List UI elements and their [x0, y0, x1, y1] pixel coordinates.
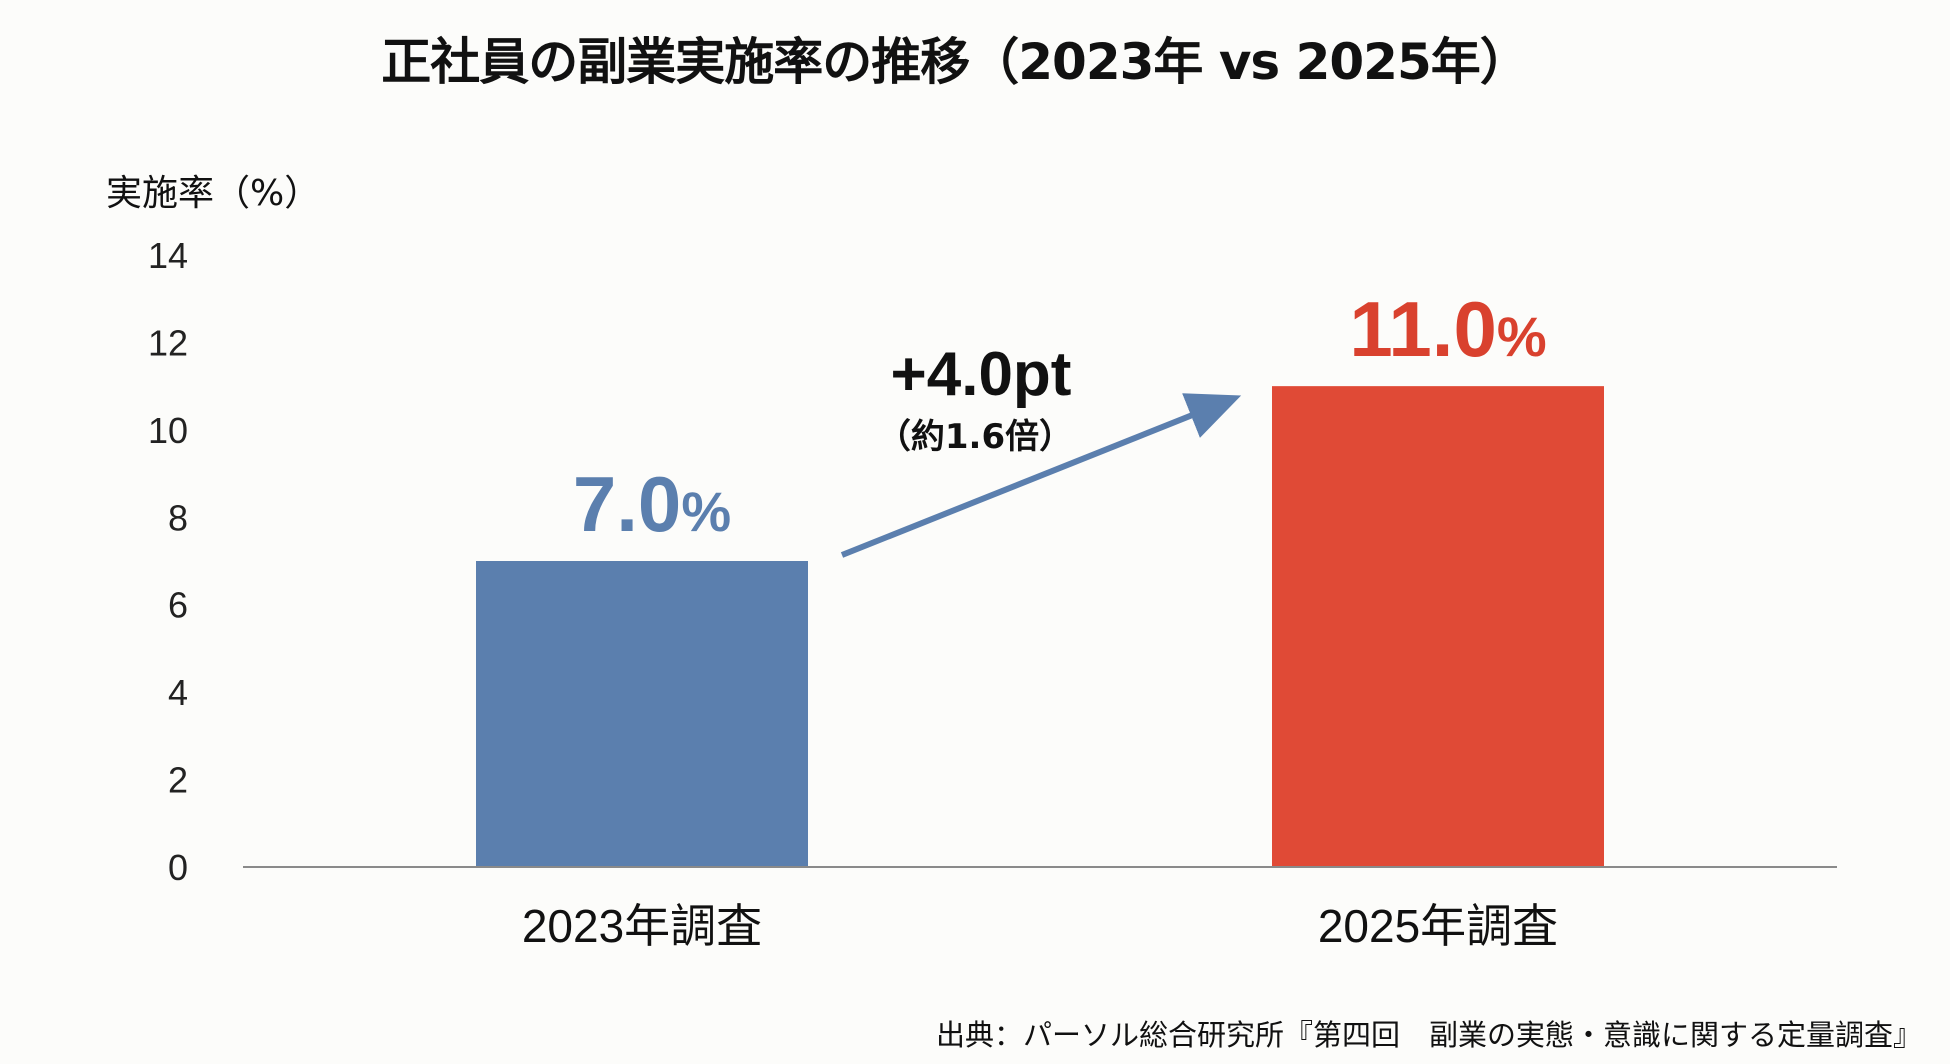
bar-value-label: 7.0%: [573, 460, 731, 548]
y-tick-label: 0: [168, 847, 188, 888]
source-note: 出典：パーソル総合研究所『第四回 副業の実態・意識に関する定量調査』: [935, 1018, 1922, 1052]
delta-annotation: +4.0pt: [891, 340, 1072, 409]
bar-value-label: 11.0%: [1349, 285, 1546, 373]
y-tick-label: 8: [168, 497, 188, 538]
ratio-annotation: （約1.6倍）: [877, 417, 1073, 457]
x-category-label: 2025年調査: [1318, 900, 1558, 952]
y-axis-label: 実施率（%）: [106, 173, 321, 214]
x-category-label: 2023年調査: [522, 900, 762, 952]
y-tick-label: 10: [148, 410, 188, 451]
y-tick-label: 12: [148, 322, 188, 363]
chart-title: 正社員の副業実施率の推移（2023年 vs 2025年）: [381, 33, 1530, 91]
increase-arrow: [840, 393, 1242, 558]
y-tick-label: 4: [168, 672, 188, 713]
bar-1: [476, 561, 808, 867]
bar-2: [1272, 386, 1604, 867]
y-tick-label: 14: [148, 235, 188, 276]
y-tick-label: 2: [168, 760, 188, 801]
y-tick-label: 6: [168, 585, 188, 626]
